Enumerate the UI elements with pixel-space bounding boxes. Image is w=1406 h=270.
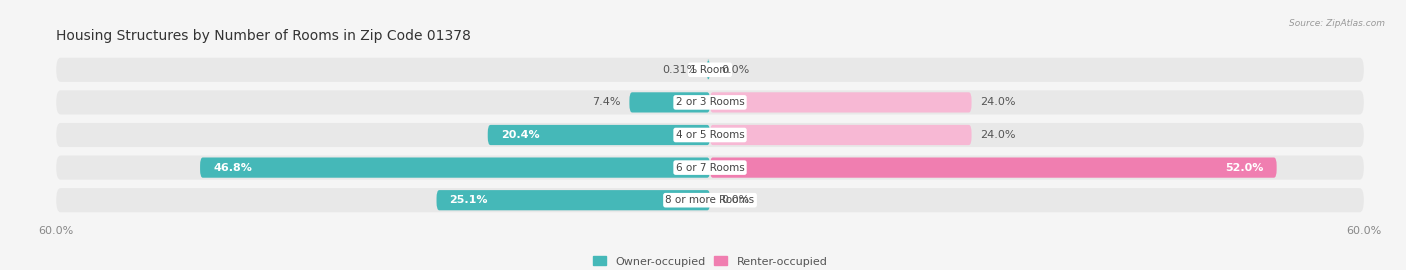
FancyBboxPatch shape [707, 60, 710, 80]
FancyBboxPatch shape [56, 123, 1364, 147]
Text: 0.0%: 0.0% [721, 195, 749, 205]
Legend: Owner-occupied, Renter-occupied: Owner-occupied, Renter-occupied [588, 252, 832, 270]
Text: 6 or 7 Rooms: 6 or 7 Rooms [676, 163, 744, 173]
FancyBboxPatch shape [56, 156, 1364, 180]
FancyBboxPatch shape [710, 92, 972, 113]
FancyBboxPatch shape [630, 92, 710, 113]
Text: 8 or more Rooms: 8 or more Rooms [665, 195, 755, 205]
Text: 24.0%: 24.0% [980, 130, 1015, 140]
Text: 20.4%: 20.4% [501, 130, 540, 140]
FancyBboxPatch shape [710, 125, 972, 145]
Text: 46.8%: 46.8% [214, 163, 252, 173]
FancyBboxPatch shape [436, 190, 710, 210]
FancyBboxPatch shape [56, 90, 1364, 114]
FancyBboxPatch shape [56, 58, 1364, 82]
Text: Housing Structures by Number of Rooms in Zip Code 01378: Housing Structures by Number of Rooms in… [56, 29, 471, 43]
Text: 1 Room: 1 Room [690, 65, 730, 75]
Text: Source: ZipAtlas.com: Source: ZipAtlas.com [1289, 19, 1385, 28]
FancyBboxPatch shape [710, 157, 1277, 178]
Text: 0.31%: 0.31% [662, 65, 697, 75]
Text: 2 or 3 Rooms: 2 or 3 Rooms [676, 97, 744, 107]
Text: 4 or 5 Rooms: 4 or 5 Rooms [676, 130, 744, 140]
Text: 7.4%: 7.4% [592, 97, 620, 107]
Text: 52.0%: 52.0% [1225, 163, 1264, 173]
Text: 24.0%: 24.0% [980, 97, 1015, 107]
Text: 25.1%: 25.1% [450, 195, 488, 205]
Text: 0.0%: 0.0% [721, 65, 749, 75]
FancyBboxPatch shape [488, 125, 710, 145]
FancyBboxPatch shape [56, 188, 1364, 212]
FancyBboxPatch shape [200, 157, 710, 178]
